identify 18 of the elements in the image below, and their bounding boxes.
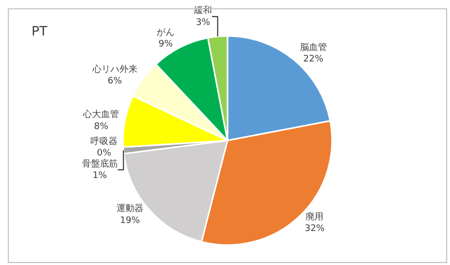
slice-label: 運動器 xyxy=(116,203,144,214)
data-label: 19% xyxy=(120,216,140,226)
slice-label: 脳血管 xyxy=(300,42,327,53)
data-label: 22% xyxy=(303,54,324,65)
slice-label: 骨盤底筋 xyxy=(82,158,118,170)
data-label: 3% xyxy=(196,18,211,28)
data-label: 32% xyxy=(304,224,326,234)
data-label: 1% xyxy=(92,171,108,182)
category-label: 呼吸器 xyxy=(90,136,118,147)
slice-label: 心大血管 xyxy=(82,109,120,120)
text: 0% xyxy=(96,148,112,158)
slice-label: 廃用 xyxy=(306,211,324,222)
data-label: 9% xyxy=(158,40,174,50)
data-label: 8% xyxy=(94,122,109,132)
text: PT xyxy=(32,24,48,40)
slice-label: 心リハ外来 xyxy=(91,64,138,75)
slice-label: がん xyxy=(156,28,175,38)
data-label: 6% xyxy=(108,76,122,87)
